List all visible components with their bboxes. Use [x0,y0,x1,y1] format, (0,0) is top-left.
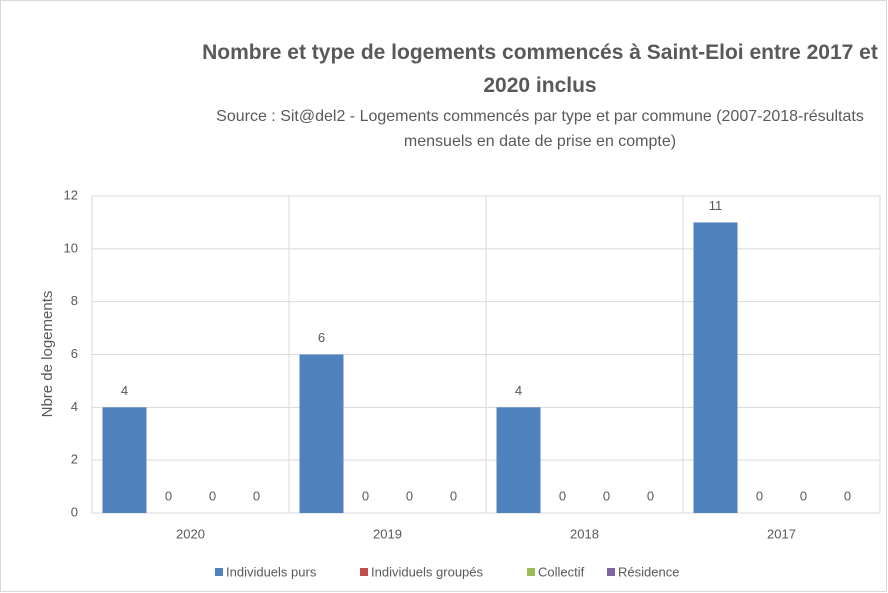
legend-label: Résidence [618,564,679,579]
x-tick-label: 2019 [373,526,402,541]
data-label: 0 [559,488,566,503]
data-label: 0 [253,488,260,503]
y-tick-label: 12 [64,187,78,202]
legend-swatch [215,568,223,576]
bar [102,407,147,513]
data-label: 4 [121,383,128,398]
titles: Nombre et type de logements commencés à … [195,36,885,154]
data-label: 0 [800,488,807,503]
data-label: 0 [209,488,216,503]
data-label: 0 [647,488,654,503]
data-label: 0 [406,488,413,503]
legend-label: Collectif [538,564,585,579]
legend-swatch [527,568,535,576]
legend-label: Individuels purs [226,564,317,579]
data-label: 0 [450,488,457,503]
chart-subtitle: Source : Sit@del2 - Logements commencés … [216,108,864,150]
data-label: 11 [709,198,723,213]
legend-label: Individuels groupés [371,564,484,579]
y-tick-label: 2 [71,452,78,467]
y-axis-label: Nbre de logements [39,291,56,418]
y-tick-label: 0 [71,504,78,519]
data-label: 0 [603,488,610,503]
x-tick-label: 2018 [570,526,599,541]
data-label: 0 [844,488,851,503]
y-tick-label: 4 [71,399,78,414]
y-tick-label: 6 [71,346,78,361]
data-label: 0 [362,488,369,503]
data-label: 0 [165,488,172,503]
chart-title: Nombre et type de logements commencés à … [202,41,878,97]
x-tick-label: 2017 [767,526,796,541]
bar [693,222,738,513]
legend-swatch [360,568,368,576]
bar [496,407,541,513]
bar [299,354,344,513]
data-label: 4 [515,383,522,398]
data-label: 0 [756,488,763,503]
y-tick-label: 8 [71,293,78,308]
data-label: 6 [318,330,325,345]
x-tick-label: 2020 [176,526,205,541]
legend-swatch [607,568,615,576]
y-tick-label: 10 [64,240,78,255]
